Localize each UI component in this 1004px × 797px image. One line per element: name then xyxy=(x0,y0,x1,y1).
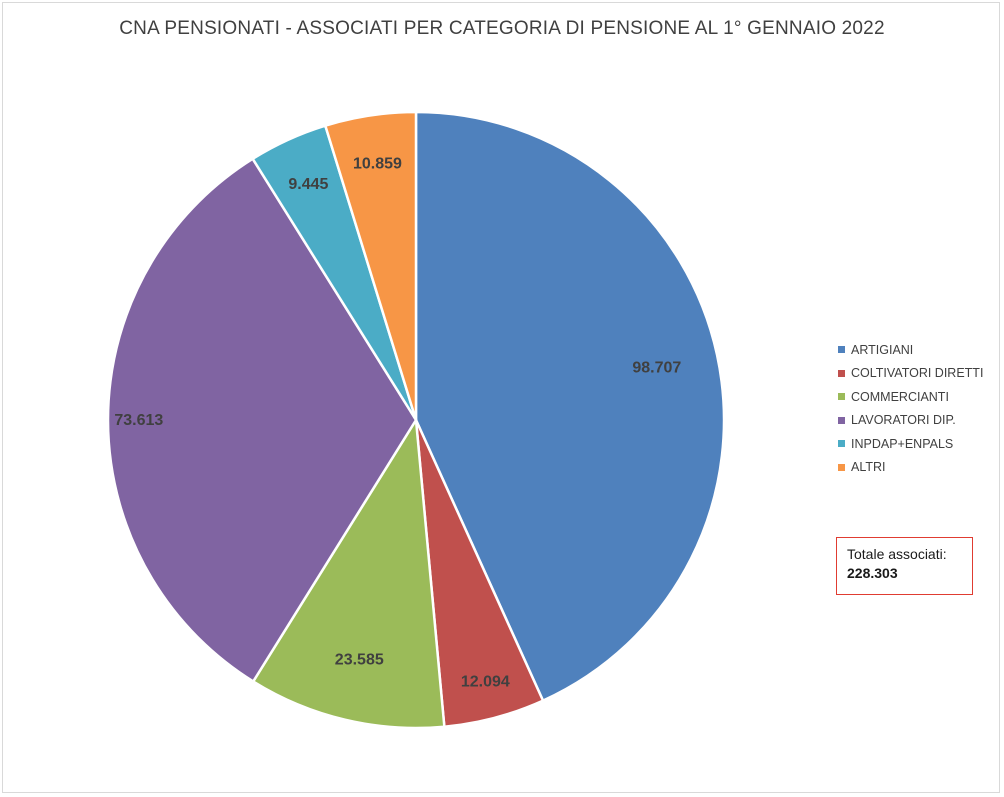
pie-slice-commercianti xyxy=(251,418,446,730)
pie-slice-altri xyxy=(324,110,418,422)
legend-item: COMMERCIANTI xyxy=(838,385,1004,409)
legend-label: ARTIGIANI xyxy=(851,342,914,357)
legend-label: LAVORATORI DIP. xyxy=(851,413,956,428)
legend-label: COMMERCIANTI xyxy=(851,389,949,404)
chart-title: CNA PENSIONATI - ASSOCIATI PER CATEGORIA… xyxy=(119,18,885,39)
chart-legend: ARTIGIANI COLTIVATORI DIRETTI COMMERCIANTI… xyxy=(838,338,1004,479)
legend-swatch xyxy=(838,346,845,354)
legend-label: INPDAP+ENPALS xyxy=(851,436,954,451)
slice-value-label: 73.613 xyxy=(114,412,163,429)
slice-value-label: 9.445 xyxy=(288,176,328,193)
legend-swatch xyxy=(838,416,845,424)
slice-value-label: 10.859 xyxy=(353,156,402,173)
total-label: Totale associati: xyxy=(847,546,947,562)
legend-item: ARTIGIANI xyxy=(838,338,1004,362)
legend-item: COLTIVATORI DIRETTI xyxy=(838,362,1004,386)
legend-swatch xyxy=(838,393,845,401)
legend-label: COLTIVATORI DIRETTI xyxy=(851,366,984,381)
legend-item: INPDAP+ENPALS xyxy=(838,432,1004,456)
pie-slice-lavoratori-dip- xyxy=(106,157,418,683)
legend-item: LAVORATORI DIP. xyxy=(838,409,1004,433)
slice-value-label: 12.094 xyxy=(461,674,510,691)
total-annotation: Totale associati: 228.303 xyxy=(836,537,973,595)
legend-label: ALTRI xyxy=(851,460,886,475)
legend-item: ALTRI xyxy=(838,456,1004,480)
legend-swatch xyxy=(838,369,845,377)
total-value: 228.303 xyxy=(847,565,898,581)
legend-swatch xyxy=(838,440,845,448)
pie-slice-artigiani xyxy=(414,110,726,702)
legend-swatch xyxy=(838,463,845,471)
pie-labels: 98.707 12.094 23.585 73.613 9.445 10.859 xyxy=(114,156,681,691)
slice-value-label: 98.707 xyxy=(632,360,681,377)
slice-value-label: 23.585 xyxy=(335,651,384,668)
pie-slices xyxy=(106,110,726,730)
